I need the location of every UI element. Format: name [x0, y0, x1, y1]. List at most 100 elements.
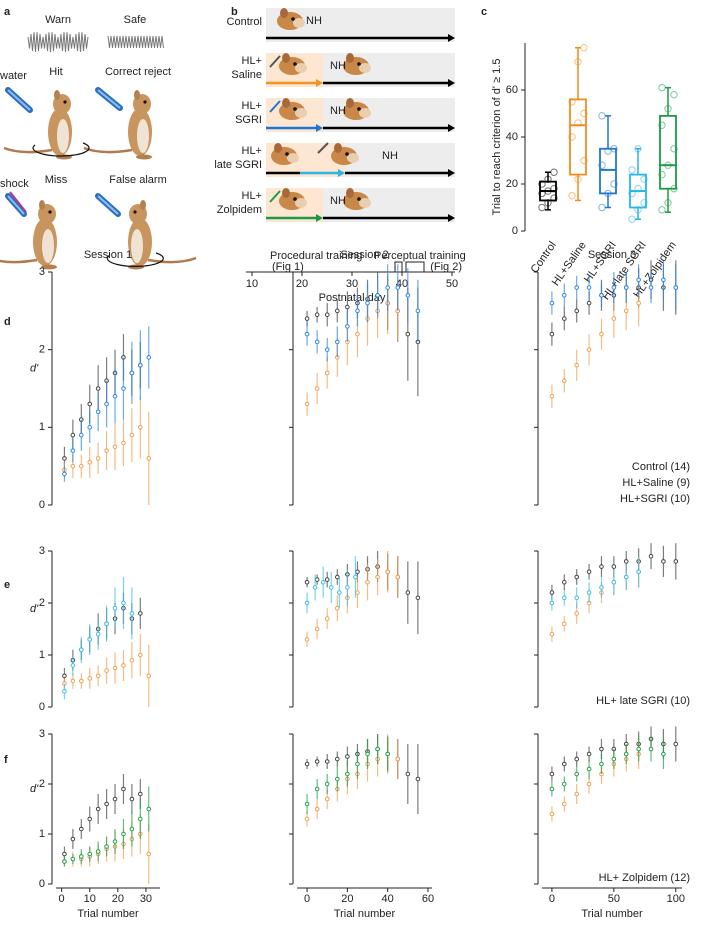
y-tick-label: 0 — [512, 225, 518, 237]
data-point — [599, 746, 604, 752]
data-point — [648, 285, 654, 290]
x-tick-label: 0 — [549, 893, 555, 905]
data-point — [78, 854, 84, 859]
data-point — [328, 585, 334, 590]
sound-label: Safe — [124, 14, 147, 26]
data-point — [112, 393, 118, 399]
data-point — [138, 425, 143, 430]
data-point — [314, 386, 320, 391]
data-point — [661, 559, 666, 564]
data-point — [550, 168, 558, 176]
data-point — [304, 331, 310, 337]
data-point — [586, 590, 592, 595]
spout-highlight — [97, 89, 121, 109]
gerbil-snout — [359, 108, 371, 118]
gerbil-snout — [295, 198, 307, 208]
data-point — [70, 836, 76, 842]
gerbil-eye — [143, 100, 147, 104]
data-point — [599, 293, 604, 298]
data-point — [580, 44, 588, 52]
gerbil-snout — [293, 18, 305, 28]
data-point — [636, 300, 641, 306]
x-tick-label: 30 — [346, 278, 358, 290]
data-point — [574, 285, 579, 290]
gerbil-belly — [42, 229, 54, 263]
data-point — [314, 312, 320, 318]
data-point — [598, 203, 606, 212]
sound-label: Warn — [45, 14, 71, 26]
data-point — [334, 308, 340, 314]
data-point — [415, 595, 421, 601]
data-point — [355, 761, 360, 767]
data-point — [324, 577, 330, 582]
data-point — [550, 185, 558, 193]
data-point — [562, 621, 567, 627]
panel-letter: a — [4, 6, 11, 18]
data-point — [146, 456, 152, 461]
data-point — [673, 285, 679, 290]
box — [599, 147, 617, 195]
group-label: late SGRI — [214, 159, 262, 171]
group-label: Control — [227, 16, 262, 28]
arrow-head — [448, 124, 455, 132]
data-point — [611, 756, 617, 762]
data-point — [574, 595, 579, 601]
data-point — [314, 806, 320, 812]
gerbil-foot — [41, 264, 57, 270]
data-point — [138, 652, 143, 658]
gerbil-belly — [57, 119, 69, 153]
data-point — [636, 277, 641, 283]
data-point — [395, 756, 401, 762]
data-point — [129, 370, 135, 376]
x-tick-label: 0 — [59, 893, 65, 905]
gerbil-ear — [346, 188, 354, 198]
outcome-label: Correct reject — [105, 66, 171, 78]
data-point — [623, 559, 629, 564]
data-point — [138, 362, 143, 368]
data-point — [628, 215, 636, 223]
legend-entry: HL+ Zolpidem (12) — [599, 872, 690, 884]
y-tick-label: 60 — [506, 84, 518, 96]
data-point — [78, 463, 84, 469]
data-point — [574, 308, 579, 314]
data-point — [345, 585, 350, 590]
data-point — [405, 771, 411, 777]
nh-label: NH — [330, 195, 346, 207]
y-axis-label: d' — [30, 603, 39, 615]
data-point — [95, 409, 101, 415]
data-point — [574, 771, 579, 777]
data-point — [586, 347, 592, 352]
gerbil-eye — [285, 152, 289, 156]
group-label: HL+ — [242, 100, 263, 112]
data-point — [599, 564, 604, 569]
gerbil-eye — [357, 107, 361, 111]
data-point — [95, 631, 101, 637]
data-point — [324, 616, 330, 621]
data-point — [87, 425, 93, 430]
data-point — [121, 440, 126, 446]
data-point — [574, 58, 582, 66]
arrow-head — [448, 214, 455, 222]
data-point — [87, 459, 93, 465]
data-point — [304, 761, 310, 767]
data-point — [121, 786, 126, 792]
y-axis-label: d' — [30, 783, 39, 795]
data-point — [70, 463, 76, 469]
gerbil-tail — [0, 258, 38, 264]
gerbil-eye — [293, 197, 297, 201]
data-point — [87, 637, 93, 642]
data-point — [121, 663, 126, 668]
data-point — [604, 189, 612, 198]
data-point — [320, 579, 326, 585]
data-point — [121, 600, 126, 606]
y-tick-label: 1 — [39, 421, 45, 433]
data-point — [549, 786, 555, 792]
sound-waveform — [27, 32, 89, 53]
data-point — [673, 559, 679, 564]
gerbil-belly — [137, 119, 149, 153]
data-point — [648, 746, 654, 752]
data-point — [104, 448, 109, 453]
data-point — [87, 401, 93, 407]
data-point — [405, 331, 411, 337]
